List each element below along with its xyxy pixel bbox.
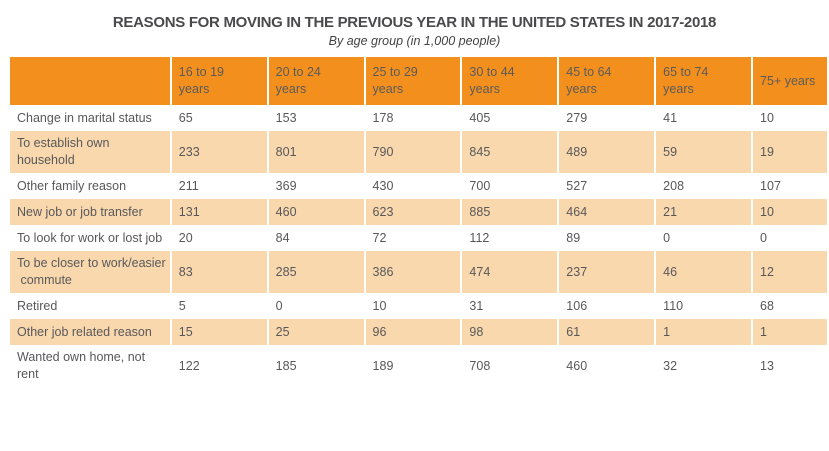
value-cell: 700	[462, 173, 558, 199]
value-cell: 20	[171, 225, 267, 251]
table-row: Retired 5 0 10 31 106 110 68	[10, 293, 827, 319]
value-cell: 32	[656, 345, 752, 387]
row-label-cell: Other family reason	[10, 173, 170, 199]
column-header: 16 to 19 years	[171, 57, 267, 105]
value-cell: 89	[559, 225, 655, 251]
value-cell: 12	[753, 251, 827, 293]
value-cell: 369	[268, 173, 364, 199]
value-cell: 10	[753, 199, 827, 225]
header-row: 16 to 19 years 20 to 24 years 25 to 29 yea…	[10, 57, 827, 105]
row-label-cell: Other job related reason	[10, 319, 170, 345]
value-cell: 386	[365, 251, 461, 293]
value-cell: 0	[753, 225, 827, 251]
value-cell: 25	[268, 319, 364, 345]
value-cell: 405	[462, 105, 558, 131]
value-cell: 110	[656, 293, 752, 319]
table-row: To be closer to work/easier commute 83 285…	[10, 251, 827, 293]
corner-cell	[10, 57, 170, 105]
table-head: 16 to 19 years 20 to 24 years 25 to 29 yea…	[10, 57, 827, 105]
value-cell: 107	[753, 173, 827, 199]
value-cell: 65	[171, 105, 267, 131]
value-cell: 31	[462, 293, 558, 319]
value-cell: 84	[268, 225, 364, 251]
value-cell: 237	[559, 251, 655, 293]
value-cell: 460	[268, 199, 364, 225]
table-row: Wanted own home, not rent 122 185 189 708 460…	[10, 345, 827, 387]
value-cell: 460	[559, 345, 655, 387]
value-cell: 5	[171, 293, 267, 319]
value-cell: 233	[171, 131, 267, 173]
table-row: To establish own household 233 801 790 845 48…	[10, 131, 827, 173]
column-header: 30 to 44 years	[462, 57, 558, 105]
value-cell: 845	[462, 131, 558, 173]
table-row: Other job related reason 15 25 96 98 61 1 1	[10, 319, 827, 345]
value-cell: 1	[656, 319, 752, 345]
value-cell: 61	[559, 319, 655, 345]
reasons-for-moving-table: 16 to 19 years 20 to 24 years 25 to 29 yea…	[8, 57, 829, 387]
table-row: To look for work or lost job 20 84 72 112 89 0…	[10, 225, 827, 251]
value-cell: 112	[462, 225, 558, 251]
value-cell: 0	[656, 225, 752, 251]
column-header: 65 to 74 years	[656, 57, 752, 105]
value-cell: 21	[656, 199, 752, 225]
page-subtitle: By age group (in 1,000 people)	[328, 34, 501, 48]
value-cell: 72	[365, 225, 461, 251]
value-cell: 122	[171, 345, 267, 387]
value-cell: 430	[365, 173, 461, 199]
value-cell: 474	[462, 251, 558, 293]
value-cell: 623	[365, 199, 461, 225]
column-header: 75+ years	[753, 57, 827, 105]
value-cell: 10	[365, 293, 461, 319]
value-cell: 10	[753, 105, 827, 131]
page: { "header": { "title": "REASONS FOR MOVI…	[0, 14, 829, 451]
value-cell: 1	[753, 319, 827, 345]
value-cell: 189	[365, 345, 461, 387]
table-body: Change in marital status 65 153 178 405 279 41…	[10, 105, 827, 387]
value-cell: 46	[656, 251, 752, 293]
page-title: REASONS FOR MOVING IN THE PREVIOUS YEAR …	[112, 14, 717, 31]
value-cell: 790	[365, 131, 461, 173]
value-cell: 211	[171, 173, 267, 199]
row-label-cell: New job or job transfer	[10, 199, 170, 225]
value-cell: 13	[753, 345, 827, 387]
row-label-cell: To be closer to work/easier commute	[10, 251, 170, 293]
value-cell: 68	[753, 293, 827, 319]
value-cell: 106	[559, 293, 655, 319]
table-row: Other family reason 211 369 430 700 527 208 107	[10, 173, 827, 199]
value-cell: 96	[365, 319, 461, 345]
value-cell: 708	[462, 345, 558, 387]
value-cell: 83	[171, 251, 267, 293]
value-cell: 59	[656, 131, 752, 173]
value-cell: 279	[559, 105, 655, 131]
value-cell: 15	[171, 319, 267, 345]
row-label-cell: Retired	[10, 293, 170, 319]
row-label-cell: Change in marital status	[10, 105, 170, 131]
value-cell: 885	[462, 199, 558, 225]
value-cell: 464	[559, 199, 655, 225]
value-cell: 41	[656, 105, 752, 131]
value-cell: 801	[268, 131, 364, 173]
row-label-cell: To establish own household	[10, 131, 170, 173]
value-cell: 98	[462, 319, 558, 345]
value-cell: 285	[268, 251, 364, 293]
value-cell: 527	[559, 173, 655, 199]
table-row: Change in marital status 65 153 178 405 279 41…	[10, 105, 827, 131]
value-cell: 185	[268, 345, 364, 387]
value-cell: 178	[365, 105, 461, 131]
value-cell: 19	[753, 131, 827, 173]
table-row: New job or job transfer 131 460 623 885 464 21…	[10, 199, 827, 225]
value-cell: 153	[268, 105, 364, 131]
row-label-cell: Wanted own home, not rent	[10, 345, 170, 387]
column-header: 25 to 29 years	[365, 57, 461, 105]
value-cell: 0	[268, 293, 364, 319]
row-label-cell: To look for work or lost job	[10, 225, 170, 251]
value-cell: 208	[656, 173, 752, 199]
value-cell: 131	[171, 199, 267, 225]
column-header: 20 to 24 years	[268, 57, 364, 105]
column-header: 45 to 64 years	[559, 57, 655, 105]
value-cell: 489	[559, 131, 655, 173]
